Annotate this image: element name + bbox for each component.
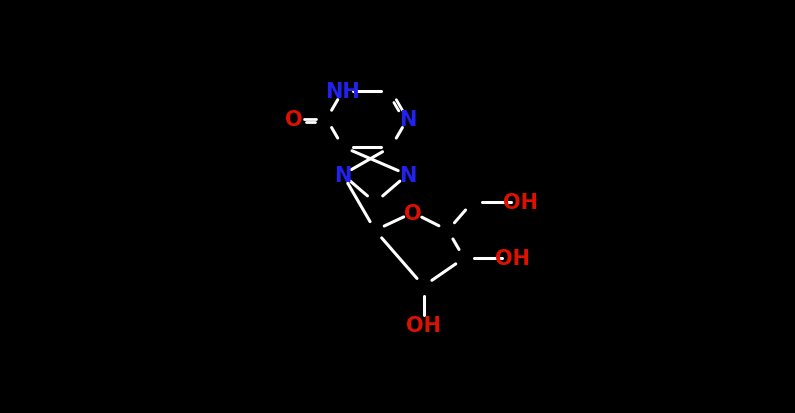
Text: N: N xyxy=(399,165,416,185)
Text: O: O xyxy=(404,203,421,223)
Text: OH: OH xyxy=(495,249,530,268)
Text: N: N xyxy=(399,109,416,130)
Text: O: O xyxy=(285,109,303,130)
Text: OH: OH xyxy=(503,193,538,213)
Text: NH: NH xyxy=(325,82,360,102)
Text: OH: OH xyxy=(406,316,441,335)
Text: N: N xyxy=(334,165,351,185)
